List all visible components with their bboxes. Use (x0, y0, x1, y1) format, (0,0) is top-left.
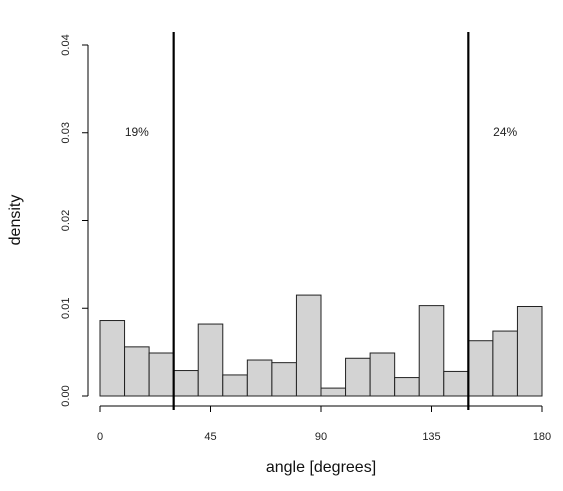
histogram-bar (492, 330, 518, 397)
histogram-bar (197, 323, 224, 397)
x-tick-label: 45 (204, 431, 216, 443)
y-axis-title: density (7, 195, 24, 246)
y-tick-label: 0.00 (60, 385, 72, 406)
x-axis-title: angle [degrees] (266, 459, 376, 476)
histogram-bar (246, 359, 273, 397)
x-tick-label: 135 (422, 431, 440, 443)
annotations-layer: 19% 24% (125, 125, 518, 139)
percentage-annotation: 24% (493, 125, 517, 139)
histogram-bar (124, 346, 150, 397)
x-tick-label: 90 (315, 431, 327, 443)
percentage-annotation: 19% (125, 125, 149, 139)
y-tick-label: 0.03 (60, 122, 72, 143)
histogram-bar (418, 305, 445, 397)
y-tick-label: 0.04 (60, 34, 72, 55)
x-tick-label: 0 (97, 431, 103, 443)
histogram-bar (295, 294, 322, 397)
histogram-bar (173, 370, 199, 397)
histogram-bar (467, 340, 494, 397)
bars-layer (99, 294, 543, 397)
y-tick-label: 0.01 (60, 298, 72, 319)
histogram-bar (320, 387, 347, 397)
histogram-bar (394, 377, 420, 397)
histogram-bar (345, 357, 371, 397)
histogram-bar (148, 352, 175, 397)
y-tick-label: 0.02 (60, 210, 72, 231)
histogram-bar (443, 370, 469, 397)
axes-layer: 0 45 90 135 180 0.00 0.01 0.02 0.03 0.04 (60, 34, 551, 443)
histogram-bar (222, 374, 248, 397)
x-tick-label: 180 (533, 431, 551, 443)
histogram-bar (99, 320, 126, 397)
histogram-bar (369, 352, 396, 397)
histogram-bar (516, 305, 543, 397)
histogram-bar (271, 362, 297, 397)
vertical-lines-layer (172, 32, 470, 410)
